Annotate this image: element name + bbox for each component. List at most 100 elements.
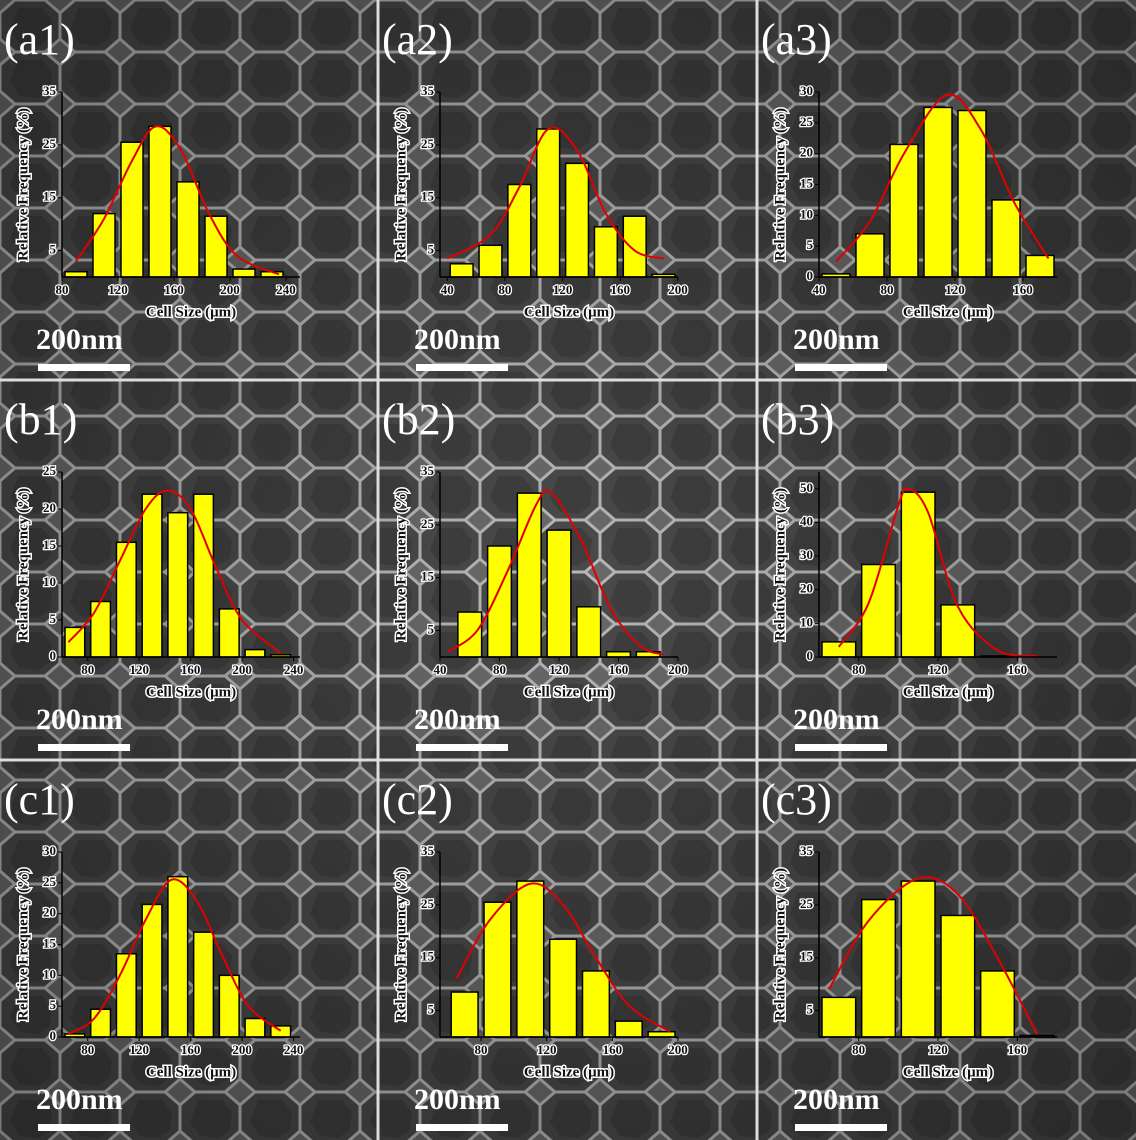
y-tick-label: 0 — [807, 268, 814, 283]
x-tick-label: 160 — [603, 1042, 623, 1057]
y-tick-label: 25 — [800, 114, 814, 129]
y-tick-label: 30 — [800, 83, 813, 98]
bar — [822, 642, 856, 657]
bar — [91, 1009, 111, 1037]
x-tick-label: 160 — [611, 282, 631, 297]
bar — [901, 881, 935, 1037]
x-tick-label: 120 — [928, 662, 948, 677]
panel-label: (a2) — [382, 15, 453, 64]
y-tick-label: 20 — [43, 905, 56, 920]
y-tick-label: 5 — [807, 1002, 814, 1017]
bar — [177, 182, 199, 277]
x-tick-label: 80 — [498, 282, 511, 297]
scale-bar-label: 200nm — [793, 1083, 880, 1116]
bar — [219, 609, 239, 657]
x-tick-label: 160 — [181, 662, 201, 677]
bar — [91, 602, 111, 658]
x-tick-label: 120 — [108, 282, 128, 297]
y-tick-label: 15 — [800, 949, 814, 964]
x-tick-label: 240 — [276, 282, 296, 297]
y-tick-label: 40 — [800, 513, 813, 528]
x-tick-label: 200 — [220, 282, 240, 297]
bar — [607, 652, 631, 657]
y-tick-label: 15 — [43, 537, 57, 552]
y-tick-label: 30 — [800, 547, 813, 562]
x-axis-label: Cell Size (μm) — [146, 1064, 236, 1080]
scale-bar — [38, 364, 130, 371]
x-tick-label: 160 — [1008, 1042, 1028, 1057]
bar — [245, 650, 265, 657]
x-tick-label: 160 — [164, 282, 184, 297]
panel-label: (b1) — [4, 395, 77, 444]
x-tick-label: 120 — [129, 1042, 149, 1057]
y-tick-label: 10 — [800, 614, 813, 629]
y-tick-label: 15 — [421, 949, 435, 964]
bar — [450, 264, 473, 277]
y-tick-label: 15 — [800, 175, 814, 190]
page: (a1)515253580120160200240Cell Size (μm)R… — [0, 0, 1136, 1140]
x-tick-label: 200 — [668, 1042, 688, 1057]
x-tick-label: 240 — [284, 1042, 304, 1057]
x-tick-label: 80 — [881, 282, 894, 297]
scale-bar — [795, 364, 887, 371]
x-tick-label: 160 — [181, 1042, 201, 1057]
scale-bar-label: 200nm — [36, 703, 123, 736]
y-tick-label: 5 — [50, 997, 57, 1012]
y-tick-label: 25 — [421, 516, 435, 531]
y-axis-label: Relative Frequency (%) — [393, 488, 409, 641]
bar — [941, 605, 975, 657]
y-tick-label: 5 — [807, 237, 814, 252]
bar — [458, 612, 482, 657]
bar — [577, 607, 601, 657]
y-axis-label: Relative Frequency (%) — [15, 488, 31, 641]
x-axis-label: Cell Size (μm) — [524, 684, 614, 700]
bar — [116, 954, 136, 1037]
x-axis-label: Cell Size (μm) — [524, 304, 614, 320]
bar — [517, 881, 544, 1037]
scale-bar-label: 200nm — [36, 1083, 123, 1116]
y-tick-label: 5 — [50, 242, 57, 257]
x-tick-label: 40 — [441, 282, 454, 297]
y-tick-label: 35 — [421, 843, 435, 858]
scale-bar-label: 200nm — [36, 323, 123, 356]
bar — [924, 107, 952, 277]
bar — [142, 494, 162, 657]
x-tick-label: 80 — [493, 662, 506, 677]
y-tick-label: 15 — [43, 189, 57, 204]
x-tick-label: 80 — [852, 1042, 865, 1057]
y-tick-label: 35 — [421, 463, 435, 478]
bar — [862, 565, 896, 658]
x-tick-label: 80 — [81, 1042, 94, 1057]
x-tick-label: 200 — [232, 1042, 252, 1057]
y-tick-label: 5 — [428, 1002, 435, 1017]
y-tick-label: 25 — [800, 896, 814, 911]
x-tick-label: 120 — [553, 282, 573, 297]
bar — [615, 1021, 642, 1037]
y-tick-label: 35 — [800, 843, 814, 858]
x-tick-label: 200 — [232, 662, 252, 677]
scale-bar — [416, 1124, 508, 1131]
bar — [168, 877, 188, 1037]
x-tick-label: 240 — [284, 662, 304, 677]
bar — [488, 546, 512, 657]
y-tick-label: 50 — [800, 480, 813, 495]
y-axis-label: Relative Frequency (%) — [772, 108, 788, 261]
x-tick-label: 120 — [945, 282, 965, 297]
bar — [547, 530, 571, 657]
scale-bar-label: 200nm — [414, 703, 501, 736]
y-tick-label: 25 — [43, 136, 57, 151]
bar — [1026, 255, 1054, 277]
x-axis-label: Cell Size (μm) — [524, 1064, 614, 1080]
x-axis-label: Cell Size (μm) — [903, 684, 993, 700]
bar — [451, 992, 478, 1037]
y-tick-label: 20 — [800, 581, 813, 596]
y-tick-label: 30 — [43, 843, 56, 858]
x-axis-label: Cell Size (μm) — [146, 684, 236, 700]
scale-bar-label: 200nm — [414, 323, 501, 356]
bar — [93, 214, 115, 277]
y-tick-label: 35 — [421, 83, 435, 98]
bar — [142, 904, 162, 1037]
y-tick-label: 10 — [43, 574, 56, 589]
bar — [822, 997, 856, 1037]
bar — [862, 900, 896, 1037]
